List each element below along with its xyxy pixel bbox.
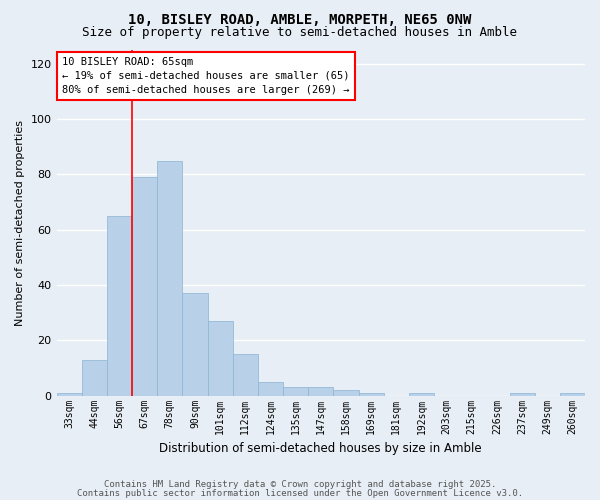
Bar	[258, 382, 283, 396]
Bar	[157, 160, 182, 396]
Bar	[182, 294, 208, 396]
X-axis label: Distribution of semi-detached houses by size in Amble: Distribution of semi-detached houses by …	[160, 442, 482, 455]
Text: 10, BISLEY ROAD, AMBLE, MORPETH, NE65 0NW: 10, BISLEY ROAD, AMBLE, MORPETH, NE65 0N…	[128, 12, 472, 26]
Text: Contains public sector information licensed under the Open Government Licence v3: Contains public sector information licen…	[77, 488, 523, 498]
Bar	[107, 216, 132, 396]
Bar	[359, 393, 383, 396]
Bar	[308, 388, 334, 396]
Bar	[132, 177, 157, 396]
Bar	[334, 390, 359, 396]
Bar	[509, 393, 535, 396]
Text: Contains HM Land Registry data © Crown copyright and database right 2025.: Contains HM Land Registry data © Crown c…	[104, 480, 496, 489]
Bar	[208, 321, 233, 396]
Bar	[560, 393, 585, 396]
Bar	[409, 393, 434, 396]
Bar	[283, 388, 308, 396]
Text: 10 BISLEY ROAD: 65sqm
← 19% of semi-detached houses are smaller (65)
80% of semi: 10 BISLEY ROAD: 65sqm ← 19% of semi-deta…	[62, 57, 349, 95]
Bar	[56, 393, 82, 396]
Bar	[82, 360, 107, 396]
Bar	[233, 354, 258, 396]
Text: Size of property relative to semi-detached houses in Amble: Size of property relative to semi-detach…	[83, 26, 517, 39]
Y-axis label: Number of semi-detached properties: Number of semi-detached properties	[15, 120, 25, 326]
